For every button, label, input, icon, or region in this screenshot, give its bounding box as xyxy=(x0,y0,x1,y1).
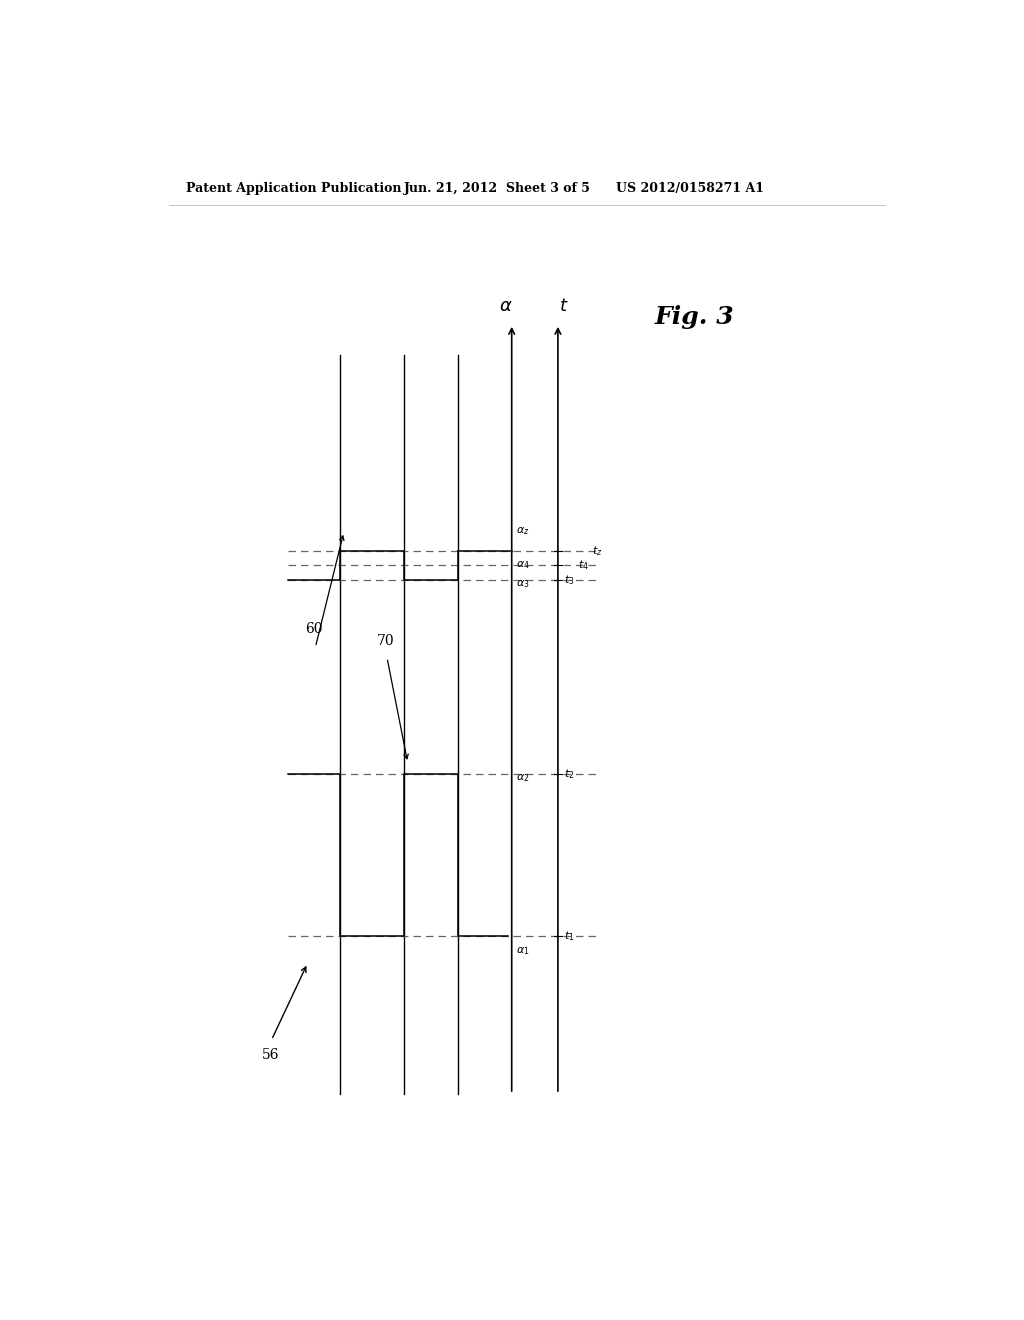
Text: $\alpha$: $\alpha$ xyxy=(499,297,512,314)
Text: Jun. 21, 2012  Sheet 3 of 5: Jun. 21, 2012 Sheet 3 of 5 xyxy=(403,182,591,194)
Text: Fig. 3: Fig. 3 xyxy=(654,305,734,329)
Text: 60: 60 xyxy=(305,622,323,636)
Text: $t_4$: $t_4$ xyxy=(578,558,589,572)
Text: $t_3$: $t_3$ xyxy=(564,573,574,587)
Text: Patent Application Publication: Patent Application Publication xyxy=(186,182,401,194)
Text: $t_z$: $t_z$ xyxy=(592,544,602,558)
Text: $\alpha_3$: $\alpha_3$ xyxy=(516,578,529,590)
Text: 56: 56 xyxy=(261,1048,279,1061)
Text: $\alpha_2$: $\alpha_2$ xyxy=(516,772,529,784)
Text: $t$: $t$ xyxy=(559,297,569,314)
Text: $t_1$: $t_1$ xyxy=(564,929,574,942)
Text: 70: 70 xyxy=(377,634,394,648)
Text: $\alpha_z$: $\alpha_z$ xyxy=(516,525,529,537)
Text: US 2012/0158271 A1: US 2012/0158271 A1 xyxy=(615,182,764,194)
Text: $\alpha_4$: $\alpha_4$ xyxy=(516,560,530,572)
Text: $t_2$: $t_2$ xyxy=(564,767,574,781)
Text: $\alpha_1$: $\alpha_1$ xyxy=(516,945,529,957)
